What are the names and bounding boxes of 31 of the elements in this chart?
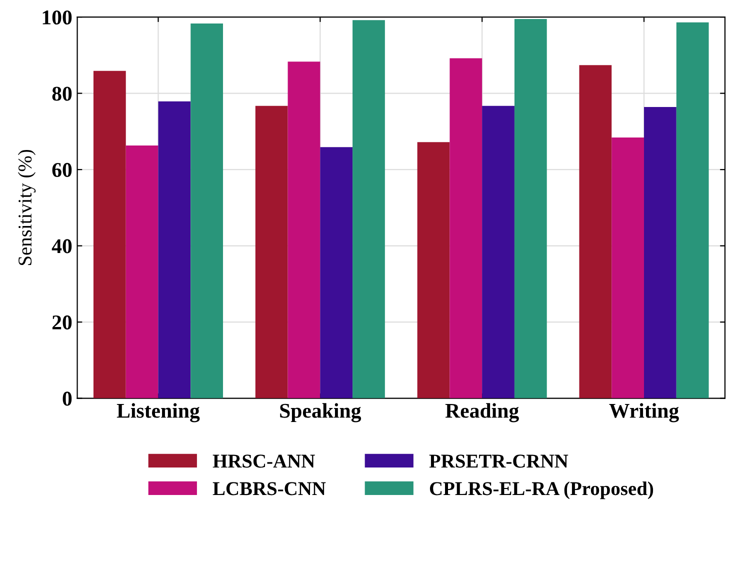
x-tick-label: Speaking [280, 403, 362, 422]
legend-label: CPLRS-EL-RA (Proposed) [430, 482, 654, 500]
bar [255, 106, 288, 398]
y-tick-label: 100 [42, 10, 72, 25]
x-tick-label: Listening [116, 403, 200, 422]
x-tick-label: Reading [445, 403, 519, 422]
bar [514, 18, 547, 398]
bar [288, 62, 320, 398]
y-tick-label: 60 [52, 162, 72, 177]
bar [320, 147, 353, 398]
bar [450, 58, 482, 398]
bar [190, 24, 224, 398]
bar [676, 22, 709, 398]
x-tick-label: Writing [609, 403, 679, 422]
bar [644, 107, 676, 398]
y-tick-label: 0 [62, 392, 72, 406]
bar [126, 146, 158, 398]
bar [417, 142, 450, 398]
bar [579, 65, 612, 398]
legend-label: PRSETR-CRNN [429, 454, 568, 468]
y-tick-label: 80 [52, 86, 72, 101]
legend-label: LCBRS-CNN [212, 482, 326, 496]
y-axis-title: Sensitivity (%) [18, 150, 36, 265]
bar [352, 20, 385, 398]
bar [612, 138, 644, 398]
y-tick-label: 40 [52, 239, 72, 254]
bar [482, 106, 514, 398]
legend-label: HRSC-ANN [212, 454, 315, 468]
bar [93, 70, 126, 398]
y-tick-label: 20 [52, 315, 72, 330]
bar [158, 101, 191, 398]
